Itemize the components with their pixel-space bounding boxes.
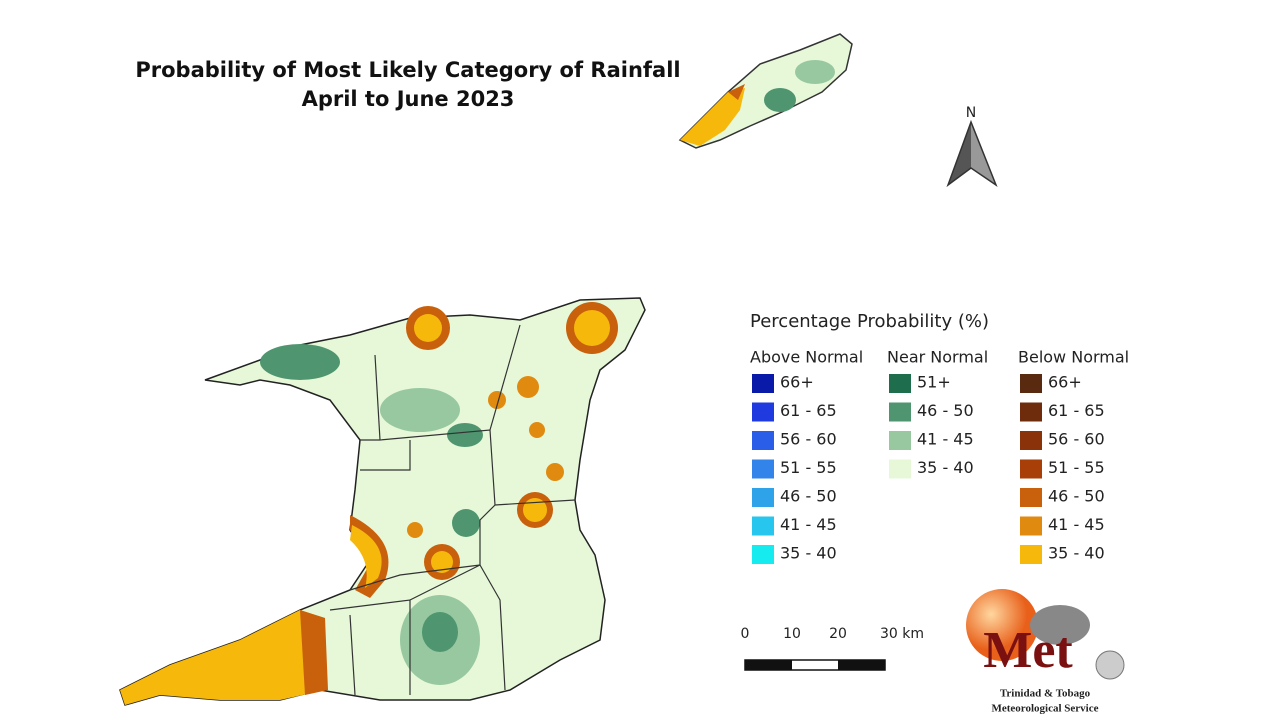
legend-label: 56 - 60: [1048, 430, 1105, 449]
north-arrow: N: [946, 105, 998, 188]
legend: Percentage Probability (%) Above Normal 6…: [750, 311, 1129, 564]
legend-label: 66+: [780, 373, 814, 392]
legend-swatch: [1020, 488, 1042, 507]
legend-label: 51 - 55: [1048, 458, 1105, 477]
trinidad: [119, 297, 646, 706]
legend-heading: Below Normal: [1018, 348, 1129, 367]
title-line2: April to June 2023: [302, 87, 515, 111]
legend-label: 61 - 65: [1048, 401, 1105, 420]
legend-swatch: [1020, 402, 1042, 422]
tobago: [678, 33, 853, 149]
title-line1: Probability of Most Likely Category of R…: [135, 58, 680, 82]
legend-label: 41 - 45: [1048, 515, 1105, 534]
legend-heading: Above Normal: [750, 348, 863, 367]
legend-label: 41 - 45: [917, 430, 974, 449]
legend-swatch: [752, 459, 774, 479]
legend-swatch: [889, 374, 911, 393]
legend-label: 66+: [1048, 373, 1082, 392]
legend-swatch: [752, 545, 774, 564]
legend-label: 61 - 65: [780, 401, 837, 420]
legend-label: 56 - 60: [780, 430, 837, 449]
legend-swatch: [752, 402, 774, 422]
logo-mark: Met: [983, 622, 1073, 679]
scale-bar: 0 10 20 30 km: [741, 626, 924, 671]
north-label: N: [966, 105, 976, 121]
legend-label: 41 - 45: [780, 515, 837, 534]
logo-org-line1: Trinidad & Tobago: [1000, 688, 1091, 700]
legend-swatch: [752, 516, 774, 536]
legend-swatch: [889, 459, 911, 479]
legend-swatch: [752, 374, 774, 393]
legend-swatch: [1020, 516, 1042, 536]
legend-label: 46 - 50: [917, 401, 974, 420]
scale-label: 0: [741, 626, 750, 642]
legend-swatch: [889, 402, 911, 422]
legend-label: 35 - 40: [780, 544, 837, 563]
legend-swatch: [1020, 459, 1042, 479]
logo: Met Trinidad & Tobago Meteorological Ser…: [966, 589, 1125, 715]
legend-label: 46 - 50: [1048, 487, 1105, 506]
legend-label: 35 - 40: [917, 458, 974, 477]
logo-org-line2: Meteorological Service: [992, 703, 1099, 715]
legend-label: 35 - 40: [1048, 544, 1105, 563]
legend-swatch: [752, 431, 774, 450]
scale-label: 20: [829, 626, 847, 642]
legend-swatch: [1020, 374, 1042, 393]
legend-label: 51+: [917, 373, 951, 392]
legend-title: Percentage Probability (%): [750, 311, 989, 332]
legend-swatch: [752, 488, 774, 507]
scale-label: 30 km: [880, 626, 924, 642]
scale-label: 10: [783, 626, 801, 642]
legend-label: 51 - 55: [780, 458, 837, 477]
legend-label: 46 - 50: [780, 487, 837, 506]
legend-heading: Near Normal: [887, 348, 988, 367]
legend-swatch: [889, 431, 911, 450]
legend-swatch: [1020, 431, 1042, 450]
legend-swatch: [1020, 545, 1042, 564]
